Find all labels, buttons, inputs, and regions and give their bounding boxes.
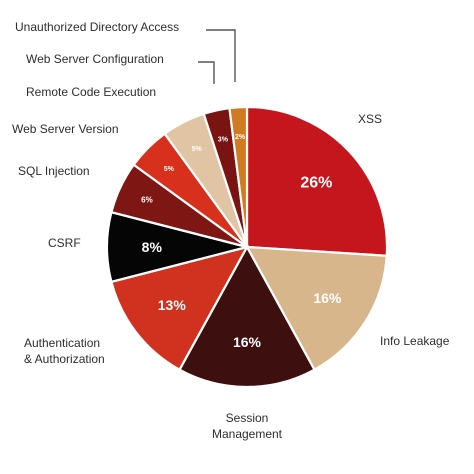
slice-session-management — [178, 244, 316, 389]
pct-label-web-server-configuration: 3% — [218, 137, 229, 144]
label-authentication-line2: & Authorization — [24, 352, 105, 366]
label-info-leakage: Info Leakage — [380, 334, 450, 348]
label-web-server-configuration: Web Server Configuration — [26, 52, 164, 66]
label-sql-injection: SQL Injection — [18, 164, 90, 178]
slice-info-leakage — [245, 245, 388, 372]
label-authentication-line1: Authentication — [24, 336, 100, 350]
pct-label-session-management: 16% — [233, 334, 262, 350]
pct-label-authentication-and-authorization: 13% — [158, 297, 187, 313]
leader-line-unauthorized-directory-access — [206, 29, 236, 82]
slice-xss — [245, 105, 389, 257]
slice-unauthorized-directory-access — [228, 105, 249, 248]
pct-label-info-leakage: 16% — [313, 290, 342, 306]
text-layer: 26% 16% 16% 13% 8% 6% 5% 5% 3% 2% XSS Info Leakage S… — [12, 20, 450, 441]
label-remote-code-execution: Remote Code Execution — [26, 85, 156, 99]
pct-label-web-server-version: 5% — [164, 166, 175, 173]
leader-line-web-server-configuration — [198, 61, 215, 84]
leader-line-layer — [198, 29, 236, 84]
slice-layer — [105, 105, 389, 389]
pct-label-csrf: 8% — [142, 239, 163, 255]
slice-authentication-and-authorization — [110, 245, 250, 372]
label-session-line1: Session — [226, 411, 269, 425]
label-web-server-version: Web Server Version — [12, 122, 119, 136]
label-csrf: CSRF — [48, 236, 81, 250]
pct-label-sql-injection: 6% — [141, 196, 153, 205]
pct-label-unauthorized-directory-access: 2% — [235, 134, 246, 141]
pct-label-xss: 26% — [300, 174, 332, 191]
label-session-line2: Management — [212, 427, 283, 441]
label-xss: XSS — [358, 112, 382, 126]
label-unauthorized-directory-access: Unauthorized Directory Access — [15, 20, 179, 34]
pct-label-remote-code-execution: 5% — [192, 146, 203, 153]
